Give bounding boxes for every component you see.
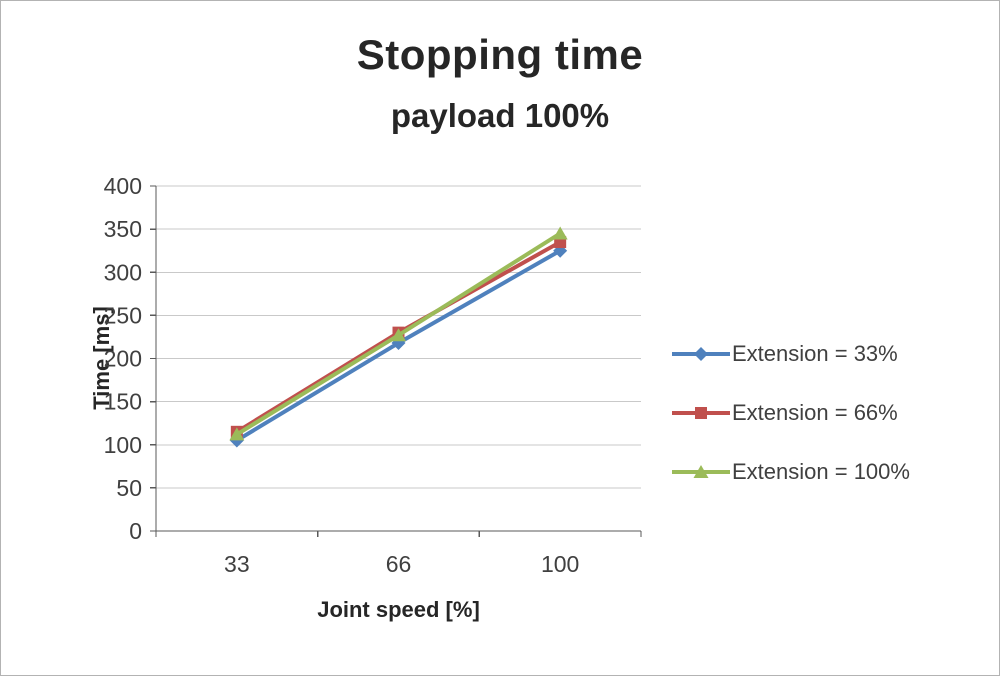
triangle-marker-icon — [391, 328, 406, 342]
diamond-marker-icon — [694, 347, 708, 361]
y-tick-label: 50 — [116, 475, 142, 501]
y-tick-label: 400 — [104, 173, 142, 199]
x-axis-title: Joint speed [%] — [317, 597, 480, 622]
chart-title: Stopping time — [356, 31, 644, 78]
legend-label: Extension = 33% — [732, 341, 898, 366]
y-tick-label: 350 — [104, 216, 142, 242]
x-tick-label: 66 — [386, 551, 412, 577]
legend-item: Extension = 33% — [671, 341, 910, 367]
y-tick-label: 100 — [104, 432, 142, 458]
legend: Extension = 33% Extension = 66% Extension … — [671, 341, 910, 485]
x-tick-label: 100 — [541, 551, 579, 577]
legend-label: Extension = 100% — [732, 459, 910, 484]
triangle-marker-icon — [229, 427, 245, 441]
legend-label: Extension = 66% — [732, 400, 898, 425]
legend-item: Extension = 100% — [671, 459, 910, 485]
legend-key-square-icon — [672, 407, 730, 419]
x-tick-label: 33 — [224, 551, 250, 577]
y-tick-label: 250 — [104, 302, 142, 328]
legend-key-triangle-icon — [672, 465, 730, 478]
y-tick-label: 150 — [104, 389, 142, 415]
y-tick-label: 0 — [129, 518, 142, 544]
y-tick-label: 200 — [104, 346, 142, 372]
y-tick-label: 300 — [104, 259, 142, 285]
legend-item: Extension = 66% — [671, 400, 910, 426]
triangle-marker-icon — [552, 226, 568, 240]
triangle-marker-icon — [693, 465, 709, 478]
chart-subtitle: payload 100% — [390, 97, 610, 134]
legend-key-diamond-icon — [672, 347, 730, 361]
square-marker-icon — [695, 407, 707, 419]
